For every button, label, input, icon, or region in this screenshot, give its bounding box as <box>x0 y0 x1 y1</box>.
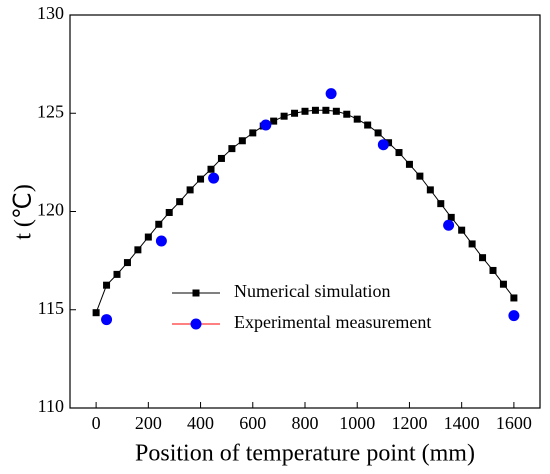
legend-label: Experimental measurement <box>234 312 431 332</box>
sim-marker <box>291 109 299 117</box>
y-tick-label: 110 <box>38 396 64 416</box>
sim-marker <box>468 240 476 248</box>
sim-marker <box>123 259 131 267</box>
y-tick-label: 120 <box>37 200 64 220</box>
sim-marker <box>458 226 466 234</box>
y-axis-label: t (℃) <box>11 184 37 240</box>
sim-marker <box>207 165 215 173</box>
sim-marker <box>217 154 225 162</box>
sim-marker <box>416 172 424 180</box>
sim-marker <box>322 106 330 114</box>
exp-point <box>155 235 167 247</box>
sim-marker <box>447 213 455 221</box>
legend-marker <box>192 289 200 297</box>
sim-marker <box>228 145 236 153</box>
sim-marker <box>479 254 487 262</box>
sim-marker <box>134 246 142 254</box>
sim-marker <box>374 129 382 137</box>
plot-frame <box>69 14 541 409</box>
y-tick-label: 125 <box>37 101 64 121</box>
sim-marker <box>385 139 393 147</box>
x-tick-label: 200 <box>135 413 162 433</box>
x-tick-label: 400 <box>187 413 214 433</box>
sim-marker <box>155 220 163 228</box>
sim-marker <box>343 110 351 118</box>
legend-marker <box>190 318 202 330</box>
x-tick-label: 1600 <box>496 413 532 433</box>
legend-label: Numerical simulation <box>234 281 390 301</box>
y-tick-label: 130 <box>37 3 64 23</box>
sim-marker <box>499 280 507 288</box>
exp-point <box>260 119 272 131</box>
sim-marker <box>405 160 413 168</box>
exp-point <box>208 172 220 184</box>
sim-marker <box>311 106 319 114</box>
sim-marker <box>165 208 173 216</box>
sim-marker <box>270 117 278 125</box>
sim-marker <box>197 175 205 183</box>
sim-marker <box>510 294 518 302</box>
x-axis-label: Position of temperature point (mm) <box>135 441 475 467</box>
sim-marker <box>353 115 361 123</box>
exp-point <box>377 139 389 151</box>
sim-marker <box>249 129 257 137</box>
exp-point <box>443 219 455 231</box>
sim-marker <box>437 200 445 208</box>
sim-marker <box>489 266 497 274</box>
sim-marker <box>301 107 309 115</box>
sim-marker <box>426 186 434 194</box>
x-tick-label: 600 <box>239 413 266 433</box>
sim-marker <box>103 281 111 289</box>
y-tick-label: 115 <box>38 298 64 318</box>
sim-marker <box>176 198 184 206</box>
sim-marker <box>113 270 121 278</box>
x-tick-label: 1000 <box>339 413 375 433</box>
x-tick-label: 1400 <box>444 413 480 433</box>
x-tick-label: 800 <box>292 413 319 433</box>
sim-marker <box>238 137 246 145</box>
sim-marker <box>364 121 372 129</box>
exp-point <box>508 310 520 322</box>
sim-marker <box>395 149 403 157</box>
x-tick-label: 0 <box>92 413 101 433</box>
sim-marker <box>186 186 194 194</box>
exp-point <box>101 314 113 326</box>
sim-marker <box>280 112 288 120</box>
sim-marker <box>144 233 152 241</box>
sim-marker <box>92 309 100 317</box>
exp-point <box>325 88 337 100</box>
x-tick-label: 1200 <box>391 413 427 433</box>
sim-marker <box>332 107 340 115</box>
